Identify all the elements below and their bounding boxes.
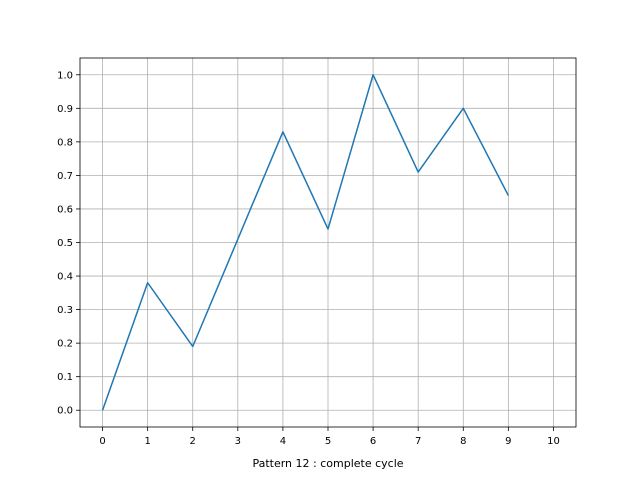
y-tick-label: 1.0 (57, 70, 73, 81)
y-tick-label: 0.9 (57, 104, 73, 115)
y-tick-label: 0.1 (57, 372, 73, 383)
y-tick-label: 0.5 (57, 238, 73, 249)
tick-layer (76, 74, 554, 431)
x-tick-label: 10 (547, 436, 560, 447)
series-line (101, 74, 510, 411)
y-tick-label: 0.2 (57, 339, 73, 350)
y-tick-label: 0.0 (57, 406, 73, 417)
x-tick-label: 1 (144, 436, 150, 447)
x-tick-label: 5 (325, 436, 331, 447)
x-axis-title: Pattern 12 : complete cycle (252, 457, 403, 470)
tick-label-layer: 0 1 2 3 4 5 6 7 8 9 10 0.0 0.1 0.2 0.3 0.4 0.5 0.6 0.7 0.8 0… (57, 70, 560, 447)
x-tick-label: 3 (235, 436, 241, 447)
y-tick-label: 0.8 (57, 137, 73, 148)
x-tick-label: 7 (415, 436, 421, 447)
y-tick-label: 0.4 (57, 272, 73, 283)
x-tick-label: 4 (280, 436, 286, 447)
x-tick-label: 8 (460, 436, 466, 447)
x-tick-label: 0 (99, 436, 105, 447)
series-layer (101, 74, 510, 411)
x-tick-label: 9 (505, 436, 511, 447)
y-tick-label: 0.7 (57, 171, 73, 182)
x-tick-label: 2 (190, 436, 196, 447)
y-tick-label: 0.3 (57, 305, 73, 316)
grid-layer (80, 58, 576, 427)
x-tick-label: 6 (370, 436, 376, 447)
y-tick-label: 0.6 (57, 204, 73, 215)
